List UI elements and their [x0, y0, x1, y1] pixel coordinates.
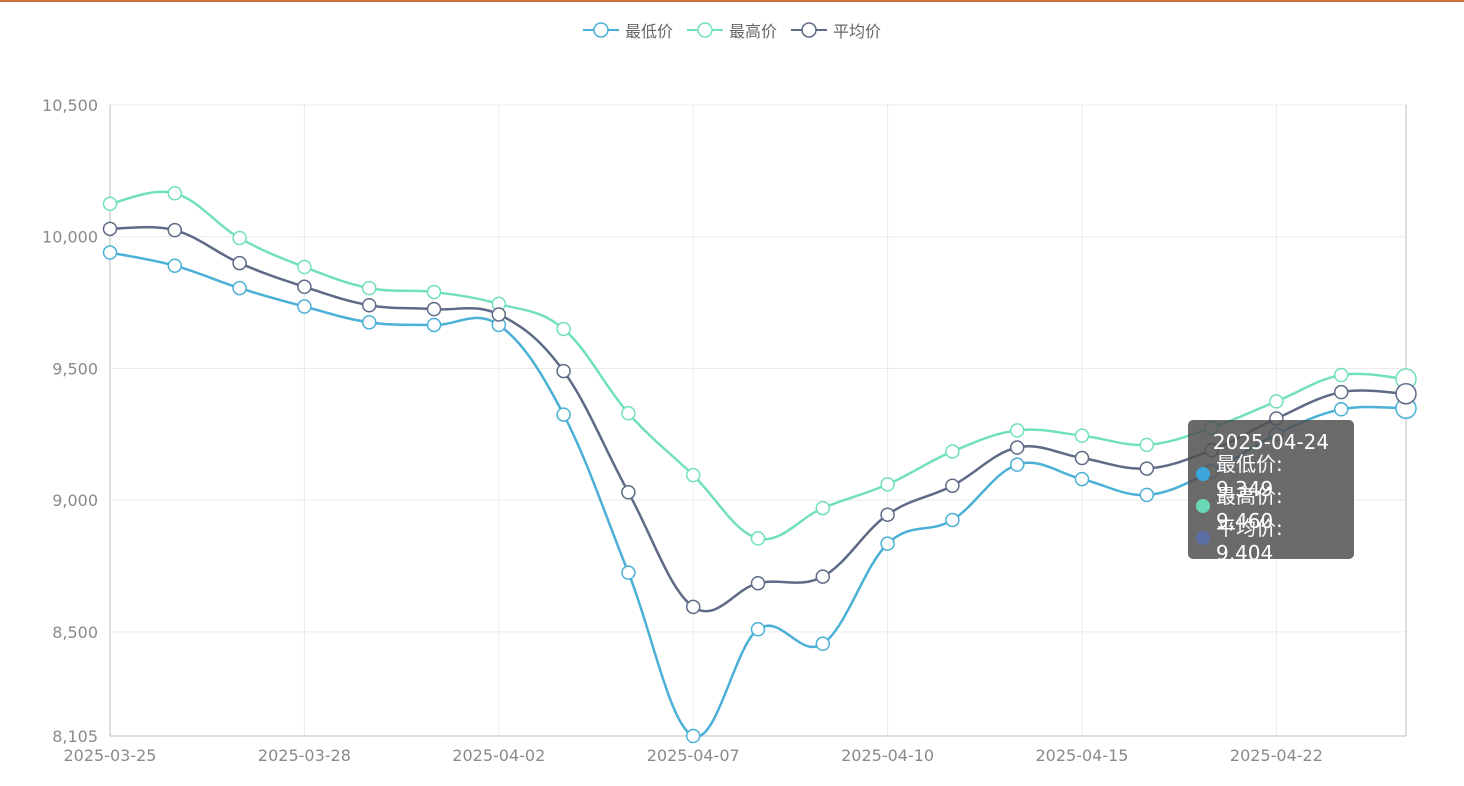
data-point	[167, 222, 183, 238]
data-point	[167, 258, 183, 273]
data-point	[685, 467, 701, 483]
data-point	[361, 315, 377, 330]
data-point	[685, 728, 701, 744]
data-point	[102, 245, 118, 260]
data-point	[102, 196, 118, 212]
data-point	[1074, 471, 1090, 487]
tooltip-row-label: 平均价: 9,404	[1215, 515, 1283, 565]
tooltip-row-low: 最低价: 9,349	[1196, 452, 1346, 501]
data-point	[880, 507, 895, 522]
data-point	[1074, 450, 1090, 466]
top-rule	[0, 0, 1464, 2]
data-point	[167, 186, 183, 201]
data-point	[1009, 440, 1025, 455]
legend-item-avg[interactable]: 平均价	[791, 18, 881, 42]
data-point	[1139, 437, 1155, 453]
tooltip-row-avg: 平均价: 9,404	[1196, 516, 1346, 565]
tooltip-date: 2025-04-24	[1212, 430, 1330, 454]
data-point	[1333, 402, 1349, 417]
data-point	[1269, 394, 1284, 409]
data-point	[815, 500, 831, 516]
data-point	[1395, 383, 1417, 405]
x-tick-label: 2025-04-22	[1230, 746, 1323, 765]
data-point	[1009, 423, 1025, 438]
data-point	[1333, 367, 1349, 383]
data-point	[297, 259, 312, 275]
legend-item-high[interactable]: 最高价	[686, 18, 777, 42]
legend-label: 最低价	[624, 22, 673, 41]
series-dot-icon	[1196, 531, 1210, 545]
data-point	[426, 301, 442, 317]
data-point	[297, 299, 312, 314]
data-point	[945, 478, 960, 493]
data-point	[750, 531, 766, 546]
y-tick-label: 10,500	[42, 96, 98, 115]
data-point	[556, 407, 571, 422]
x-tick-label: 2025-03-25	[64, 746, 157, 765]
tooltip-row-label: 最低价: 9,349	[1215, 451, 1283, 501]
circle-line-icon	[686, 20, 723, 40]
data-point	[1139, 461, 1155, 476]
data-point	[426, 317, 442, 333]
data-point	[491, 307, 507, 322]
data-point	[1139, 487, 1155, 503]
data-point	[232, 230, 247, 246]
data-point	[685, 599, 701, 615]
data-point	[815, 569, 831, 584]
data-point	[361, 280, 377, 296]
y-tick-label: 9,000	[52, 491, 98, 510]
chart-tooltip: 2025-04-24 最低价: 9,349 最高价: 9,460 平均价: 9,…	[1188, 420, 1354, 565]
series-line-high	[109, 190, 1407, 541]
data-point	[102, 221, 118, 237]
data-point	[232, 280, 247, 296]
x-tick-label: 2025-03-28	[258, 746, 351, 765]
x-tick-label: 2025-04-02	[452, 746, 545, 765]
y-tick-label: 9,500	[52, 359, 98, 378]
legend-item-low[interactable]: 最低价	[582, 18, 673, 42]
data-point	[750, 575, 766, 591]
data-point	[621, 406, 636, 421]
series-line-avg	[109, 225, 1407, 613]
data-point	[880, 536, 895, 551]
data-point	[621, 565, 636, 580]
data-point	[232, 255, 247, 271]
x-tick-label: 2025-04-10	[841, 746, 934, 765]
series-dot-icon	[1196, 467, 1210, 481]
y-tick-label: 10,000	[42, 228, 98, 247]
data-point	[556, 363, 571, 379]
data-point	[815, 636, 831, 652]
data-point	[426, 284, 442, 300]
data-point	[621, 485, 636, 500]
legend-label: 平均价	[833, 22, 882, 41]
legend-label: 最高价	[728, 22, 777, 41]
data-point	[1009, 457, 1025, 472]
data-point	[556, 321, 571, 337]
x-tick-label: 2025-04-15	[1036, 746, 1129, 765]
data-point	[945, 444, 960, 459]
data-point	[361, 297, 377, 313]
data-point	[750, 622, 766, 637]
y-tick-label: 8,105	[52, 727, 98, 746]
data-point	[1333, 384, 1349, 400]
x-tick-label: 2025-04-07	[647, 746, 740, 765]
data-point	[297, 279, 312, 295]
series-line-low	[109, 251, 1407, 738]
circle-line-icon	[582, 20, 619, 40]
data-point	[1074, 428, 1090, 443]
chart-legend: 最低价 最高价 平均价	[0, 18, 1464, 42]
data-point	[880, 477, 895, 492]
tooltip-row-high: 最高价: 9,460	[1196, 484, 1346, 533]
series-dot-icon	[1196, 499, 1210, 513]
tooltip-row-label: 最高价: 9,460	[1215, 483, 1283, 533]
y-tick-label: 8,500	[52, 623, 98, 642]
circle-line-icon	[791, 20, 827, 40]
data-point	[945, 512, 960, 528]
